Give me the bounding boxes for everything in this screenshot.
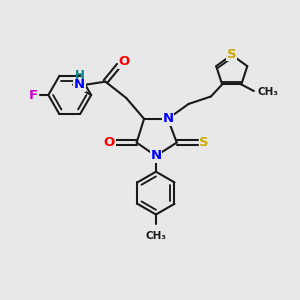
Text: CH₃: CH₃ <box>257 88 278 98</box>
Text: F: F <box>28 88 38 101</box>
Text: S: S <box>199 136 209 149</box>
Text: O: O <box>118 55 130 68</box>
Text: N: N <box>74 78 85 91</box>
Text: H: H <box>75 69 85 82</box>
Text: S: S <box>227 48 236 61</box>
Text: N: N <box>150 149 161 162</box>
Text: CH₃: CH₃ <box>146 231 167 241</box>
Text: O: O <box>104 136 115 149</box>
Text: N: N <box>162 112 173 125</box>
